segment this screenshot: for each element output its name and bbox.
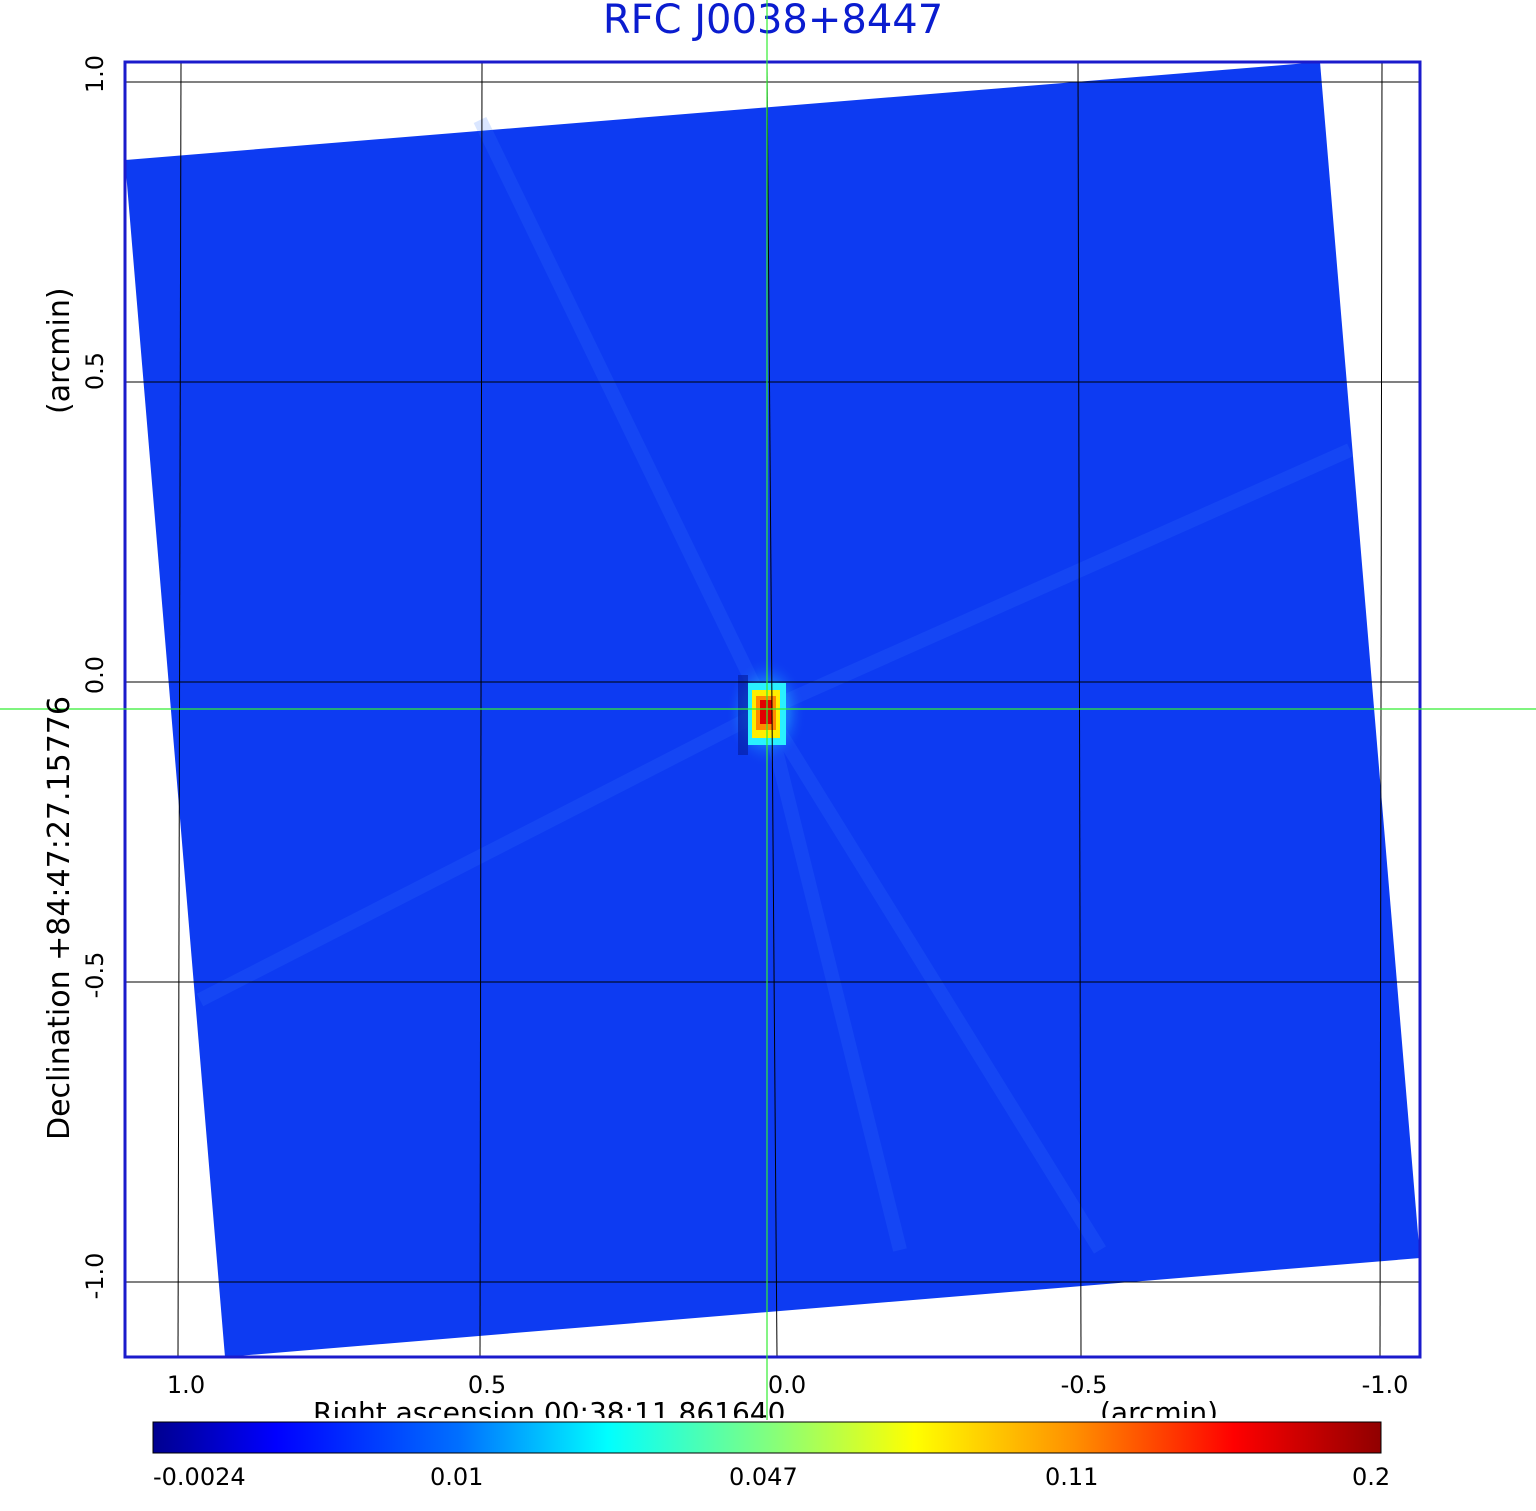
colorbar-tick: -0.0024 bbox=[153, 1463, 246, 1491]
y-tick: 0.5 bbox=[81, 351, 109, 391]
x-tick: 1.0 bbox=[166, 1371, 206, 1399]
x-tick: 0.0 bbox=[767, 1371, 807, 1399]
colorbar-tick: 0.2 bbox=[1352, 1463, 1391, 1491]
x-tick: -0.5 bbox=[1060, 1371, 1108, 1399]
sidelobe-streaks bbox=[196, 116, 1353, 1254]
y-tick: 0.0 bbox=[81, 655, 109, 695]
x-axis-label-area: Right ascension 00:38:11.861640 (arcmin) bbox=[0, 1396, 1536, 1418]
colorbar-tick: 0.047 bbox=[729, 1463, 798, 1491]
y-axis-label: Declination +84:47:27.15776 bbox=[42, 696, 77, 1140]
colorbar-tick: 0.11 bbox=[1045, 1463, 1099, 1491]
y-tick: -1.0 bbox=[81, 1252, 109, 1300]
y-tick: 1.0 bbox=[81, 54, 109, 94]
x-axis-label: Right ascension 00:38:11.861640 bbox=[313, 1396, 786, 1418]
x-tick: -1.0 bbox=[1361, 1371, 1409, 1399]
map-title: RFC J0038+8447 bbox=[602, 0, 944, 43]
crosshair bbox=[0, 0, 1536, 1420]
y-axis-unit: (arcmin) bbox=[42, 287, 77, 414]
bright-source bbox=[726, 657, 806, 767]
colorbar-tick: 0.01 bbox=[430, 1463, 484, 1491]
y-tick: -0.5 bbox=[81, 951, 109, 999]
x-tick: 0.5 bbox=[467, 1371, 507, 1399]
x-axis-unit: (arcmin) bbox=[1100, 1396, 1219, 1418]
colorbar bbox=[152, 1421, 1382, 1454]
